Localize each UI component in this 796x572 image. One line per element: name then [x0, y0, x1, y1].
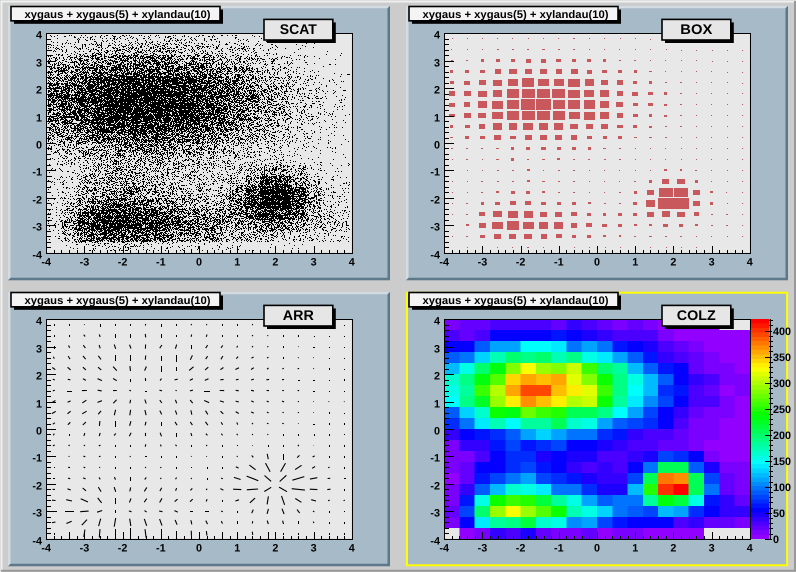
svg-text:2: 2	[434, 370, 440, 382]
svg-text:3: 3	[36, 343, 42, 355]
svg-text:-2: -2	[32, 480, 42, 492]
svg-text:0: 0	[196, 256, 202, 268]
svg-text:-2: -2	[32, 194, 42, 206]
svg-text:350: 350	[773, 352, 791, 364]
svg-text:-1: -1	[430, 166, 440, 178]
svg-text:300: 300	[773, 378, 791, 390]
svg-text:1: 1	[632, 256, 638, 268]
svg-text:4: 4	[747, 256, 753, 268]
svg-text:-3: -3	[80, 542, 90, 554]
svg-text:COLZ: COLZ	[677, 307, 716, 323]
svg-text:SCAT: SCAT	[280, 21, 317, 37]
svg-text:4: 4	[434, 315, 440, 327]
svg-text:3: 3	[36, 57, 42, 69]
svg-text:1: 1	[234, 256, 240, 268]
svg-text:250: 250	[773, 404, 791, 416]
svg-text:-1: -1	[32, 166, 42, 178]
svg-text:-4: -4	[41, 256, 51, 268]
svg-text:-3: -3	[32, 221, 42, 233]
svg-text:-2: -2	[430, 480, 440, 492]
svg-text:-1: -1	[554, 542, 564, 554]
svg-text:-2: -2	[118, 542, 128, 554]
svg-text:3: 3	[709, 256, 715, 268]
svg-text:3: 3	[311, 256, 317, 268]
svg-text:0: 0	[594, 256, 600, 268]
svg-text:-2: -2	[118, 256, 128, 268]
svg-text:-3: -3	[80, 256, 90, 268]
svg-text:4: 4	[349, 542, 355, 554]
svg-text:-4: -4	[32, 249, 42, 261]
svg-text:xygaus + xygaus(5) + xylandau(: xygaus + xygaus(5) + xylandau(10)	[423, 295, 609, 307]
svg-text:ARR: ARR	[283, 307, 314, 323]
svg-text:1: 1	[36, 112, 42, 124]
svg-text:-2: -2	[516, 256, 526, 268]
svg-text:4: 4	[747, 542, 753, 554]
svg-text:3: 3	[311, 542, 317, 554]
svg-text:4: 4	[36, 29, 42, 41]
svg-text:xygaus + xygaus(5) + xylandau(: xygaus + xygaus(5) + xylandau(10)	[25, 295, 211, 307]
svg-text:-3: -3	[32, 507, 42, 519]
svg-text:-3: -3	[430, 221, 440, 233]
svg-text:-4: -4	[41, 542, 51, 554]
svg-text:3: 3	[434, 343, 440, 355]
svg-text:0: 0	[434, 425, 440, 437]
svg-text:2: 2	[272, 542, 278, 554]
svg-text:-1: -1	[32, 452, 42, 464]
svg-text:1: 1	[234, 542, 240, 554]
svg-text:2: 2	[670, 256, 676, 268]
svg-text:-1: -1	[430, 452, 440, 464]
svg-text:2: 2	[670, 542, 676, 554]
svg-text:400: 400	[773, 326, 791, 338]
svg-text:-3: -3	[478, 256, 488, 268]
svg-text:-4: -4	[439, 256, 449, 268]
svg-text:-2: -2	[516, 542, 526, 554]
svg-text:-1: -1	[554, 256, 564, 268]
svg-text:-4: -4	[430, 249, 440, 261]
svg-text:2: 2	[272, 256, 278, 268]
svg-text:0: 0	[434, 139, 440, 151]
svg-text:100: 100	[773, 482, 791, 494]
svg-text:2: 2	[434, 84, 440, 96]
svg-text:1: 1	[36, 398, 42, 410]
svg-text:xygaus + xygaus(5) + xylandau(: xygaus + xygaus(5) + xylandau(10)	[423, 9, 609, 21]
svg-text:4: 4	[349, 256, 355, 268]
svg-text:0: 0	[36, 139, 42, 151]
svg-text:xygaus + xygaus(5) + xylandau(: xygaus + xygaus(5) + xylandau(10)	[25, 9, 211, 21]
svg-text:-2: -2	[430, 194, 440, 206]
svg-text:0: 0	[36, 425, 42, 437]
svg-text:0: 0	[196, 542, 202, 554]
svg-text:50: 50	[773, 508, 785, 520]
svg-text:1: 1	[632, 542, 638, 554]
svg-text:4: 4	[434, 29, 440, 41]
svg-text:0: 0	[773, 534, 779, 546]
svg-text:-1: -1	[156, 542, 166, 554]
svg-text:-4: -4	[439, 542, 449, 554]
svg-text:BOX: BOX	[680, 21, 713, 37]
svg-text:4: 4	[36, 315, 42, 327]
svg-text:-4: -4	[430, 535, 440, 547]
svg-text:150: 150	[773, 456, 791, 468]
svg-text:-3: -3	[478, 542, 488, 554]
svg-text:200: 200	[773, 430, 791, 442]
svg-text:1: 1	[434, 398, 440, 410]
svg-text:-4: -4	[32, 535, 42, 547]
svg-text:-1: -1	[156, 256, 166, 268]
svg-text:2: 2	[36, 370, 42, 382]
svg-text:1: 1	[434, 112, 440, 124]
svg-text:2: 2	[36, 84, 42, 96]
svg-text:-3: -3	[430, 507, 440, 519]
svg-text:3: 3	[709, 542, 715, 554]
svg-text:3: 3	[434, 57, 440, 69]
svg-text:0: 0	[594, 542, 600, 554]
